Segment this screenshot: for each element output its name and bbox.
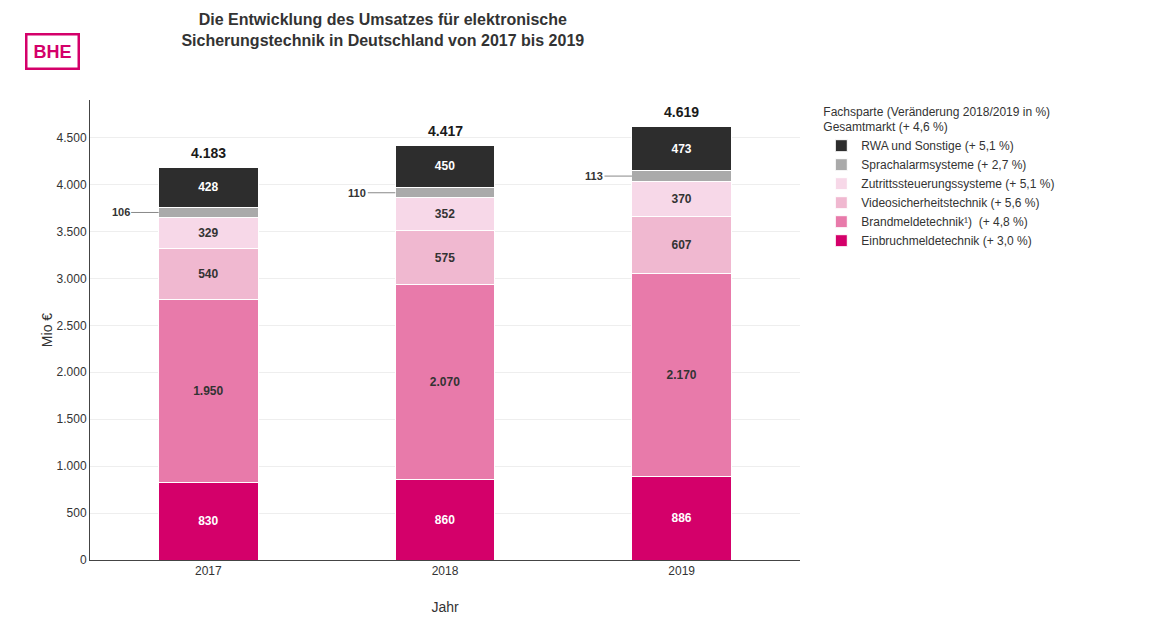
svg-text:RWA und Sonstige (+ 5,1 %): RWA und Sonstige (+ 5,1 %) (861, 139, 1013, 153)
svg-text:1.950: 1.950 (193, 384, 223, 398)
svg-text:3.500: 3.500 (57, 225, 87, 239)
svg-text:2019: 2019 (668, 564, 695, 578)
svg-text:575: 575 (435, 251, 455, 265)
svg-text:329: 329 (198, 226, 218, 240)
svg-text:Sprachalarmsysteme (+ 2,7 %): Sprachalarmsysteme (+ 2,7 %) (861, 158, 1026, 172)
svg-text:106: 106 (112, 206, 130, 218)
svg-text:0: 0 (80, 553, 87, 567)
svg-text:Mio €: Mio € (39, 313, 55, 347)
svg-text:1.500: 1.500 (57, 412, 87, 426)
svg-text:2.070: 2.070 (430, 375, 460, 389)
svg-text:Zutrittssteuerungssysteme (+ 5: Zutrittssteuerungssysteme (+ 5,1 %) (861, 177, 1054, 191)
svg-text:4.417: 4.417 (428, 123, 463, 139)
svg-text:110: 110 (348, 187, 366, 199)
svg-text:2017: 2017 (195, 564, 222, 578)
svg-text:4.619: 4.619 (664, 104, 699, 120)
svg-text:Einbruchmeldetechnik (+ 3,0 %): Einbruchmeldetechnik (+ 3,0 %) (861, 234, 1031, 248)
svg-text:370: 370 (671, 192, 691, 206)
svg-text:BHE: BHE (34, 42, 72, 62)
svg-text:3.000: 3.000 (57, 272, 87, 286)
svg-text:2.170: 2.170 (666, 368, 696, 382)
svg-text:Jahr: Jahr (431, 599, 459, 615)
svg-text:2.000: 2.000 (57, 365, 87, 379)
svg-text:Fachsparte (Veränderung 2018/2: Fachsparte (Veränderung 2018/2019 in %)G… (823, 105, 1050, 135)
svg-text:Die Entwicklung des Umsatzes f: Die Entwicklung des Umsatzes für elektro… (181, 11, 584, 49)
svg-text:4.000: 4.000 (57, 178, 87, 192)
svg-text:Videosicherheitstechnik (+ 5,6: Videosicherheitstechnik (+ 5,6 %) (861, 196, 1039, 210)
svg-text:473: 473 (671, 142, 691, 156)
svg-text:860: 860 (435, 513, 455, 527)
svg-text:428: 428 (198, 180, 218, 194)
svg-text:830: 830 (198, 514, 218, 528)
svg-text:500: 500 (67, 506, 87, 520)
svg-text:1.000: 1.000 (57, 459, 87, 473)
svg-text:607: 607 (671, 238, 691, 252)
svg-text:450: 450 (435, 159, 455, 173)
svg-text:Brandmeldetechnik¹) (+ 4,8 %): Brandmeldetechnik¹) (+ 4,8 %) (861, 215, 1027, 229)
svg-text:2.500: 2.500 (57, 319, 87, 333)
svg-text:2018: 2018 (432, 564, 459, 578)
svg-text:540: 540 (198, 267, 218, 281)
svg-text:4.500: 4.500 (57, 131, 87, 145)
svg-text:4.183: 4.183 (191, 145, 226, 161)
svg-text:352: 352 (435, 207, 455, 221)
svg-text:886: 886 (671, 511, 691, 525)
svg-text:113: 113 (585, 170, 603, 182)
